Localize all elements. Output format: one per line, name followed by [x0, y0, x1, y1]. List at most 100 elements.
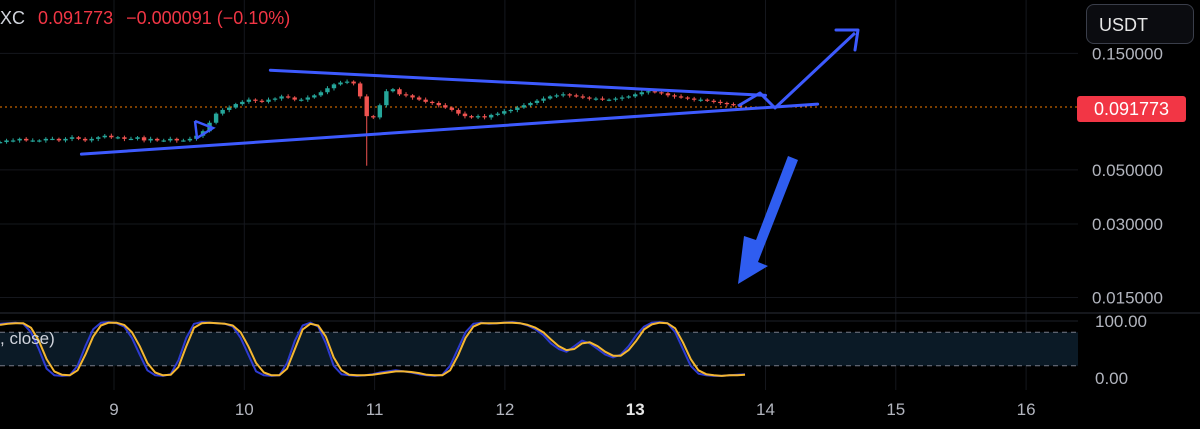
- candle-body: [17, 138, 22, 141]
- candle-body: [69, 137, 75, 139]
- candle-body: [50, 138, 55, 141]
- candle-body: [606, 99, 612, 101]
- candle-body: [96, 137, 101, 139]
- candle-body: [233, 104, 238, 108]
- candle-body: [220, 109, 225, 114]
- candle-body: [659, 92, 664, 94]
- projection-path: [737, 31, 857, 110]
- candle-body: [619, 97, 625, 99]
- candle-body: [410, 95, 415, 98]
- candle-body: [181, 140, 186, 142]
- symbol-name[interactable]: XC: [0, 8, 26, 28]
- candle-body: [122, 137, 127, 139]
- candle-body: [161, 140, 166, 142]
- candle-body: [76, 137, 81, 139]
- candle-body: [567, 94, 572, 96]
- candle-body: [312, 95, 317, 98]
- oscillator-axis: 100.00 0.00: [1095, 312, 1147, 388]
- candle-body: [469, 116, 474, 118]
- candle-body: [560, 94, 566, 96]
- candle-body: [331, 84, 337, 89]
- trendline-upper: [268, 68, 767, 97]
- candle-body: [305, 97, 310, 100]
- candle-body: [587, 97, 592, 99]
- candle-body: [253, 99, 258, 101]
- time-axis[interactable]: 9 10 11 12 13 14 15 16: [109, 400, 1035, 419]
- candle-body: [698, 99, 703, 101]
- candle-body: [213, 113, 219, 123]
- candle-body: [377, 105, 383, 118]
- candle-body: [515, 107, 520, 110]
- candle-body: [508, 109, 513, 112]
- candle-body: [691, 98, 697, 100]
- candle-body: [652, 91, 658, 93]
- currency-unit-button[interactable]: USDT: [1086, 4, 1194, 44]
- candle-body: [646, 91, 651, 93]
- symbol-header: XC 0.091773 −0.000091 (−0.10%): [0, 8, 290, 29]
- mini-triangle: [193, 119, 216, 141]
- candle-body: [23, 138, 29, 141]
- candle-body: [109, 135, 114, 138]
- candle-body: [678, 96, 684, 98]
- candle-body: [259, 100, 265, 102]
- time-tick-label: 14: [756, 400, 775, 419]
- candle-body: [0, 142, 3, 144]
- candle-body: [318, 92, 324, 96]
- price-tick-label: 0.050000: [1092, 161, 1163, 180]
- time-tick-label: 16: [1017, 400, 1036, 419]
- candle-body: [135, 137, 140, 139]
- candle-body: [371, 116, 376, 118]
- candle-body: [187, 138, 193, 141]
- candle-body: [475, 116, 481, 118]
- candle-body: [416, 97, 422, 100]
- candle-body: [154, 138, 160, 141]
- candle-body: [82, 138, 88, 141]
- candle-body: [279, 96, 284, 99]
- candle-body: [495, 113, 500, 115]
- candle-body: [705, 99, 710, 101]
- oscillator-label: , close): [0, 329, 55, 348]
- candle-body: [593, 98, 599, 100]
- trendline-lower: [79, 102, 820, 156]
- horizontal-grid: [0, 52, 1078, 298]
- osc-series-line: [0, 321, 746, 377]
- candle-body: [482, 116, 487, 118]
- last-price: 0.091773: [38, 8, 114, 28]
- candle-body: [227, 107, 232, 110]
- candle-body: [724, 102, 730, 105]
- candle-body: [102, 135, 107, 138]
- candle-body: [141, 137, 147, 141]
- candle-body: [325, 88, 330, 93]
- candle-body: [266, 99, 271, 102]
- price-axis[interactable]: 0.150000 0.050000 0.030000 0.015000: [1092, 44, 1163, 307]
- candle-body: [299, 99, 304, 101]
- time-tick-label: 10: [235, 400, 254, 419]
- candle-body: [554, 95, 559, 97]
- time-tick-label: 9: [109, 400, 118, 419]
- candle-body: [351, 81, 356, 84]
- candle-body: [672, 95, 677, 97]
- osc-tick-label: 0.00: [1095, 369, 1128, 388]
- candle-body: [462, 113, 468, 117]
- candle-body: [547, 96, 553, 99]
- osc-band-fill: [0, 332, 1078, 366]
- candle-body: [613, 98, 618, 100]
- candle-body: [4, 140, 9, 143]
- candle-body: [443, 105, 448, 108]
- candle-body: [30, 140, 35, 142]
- candle-body: [390, 89, 396, 92]
- vertical-grid: [113, 0, 1027, 390]
- candle-body: [56, 138, 62, 141]
- candle-body: [338, 82, 343, 85]
- candle-body: [344, 81, 350, 83]
- candle-body: [89, 138, 94, 141]
- candles: [0, 79, 743, 166]
- time-tick-label: 12: [495, 400, 514, 419]
- price-tick-label: 0.150000: [1092, 44, 1163, 63]
- candle-body: [423, 99, 428, 102]
- candle-body: [430, 101, 435, 104]
- candle-body: [534, 100, 540, 103]
- up-arrow-head: [834, 28, 860, 52]
- price-tick-label: 0.030000: [1092, 215, 1163, 234]
- candle-body: [600, 98, 605, 100]
